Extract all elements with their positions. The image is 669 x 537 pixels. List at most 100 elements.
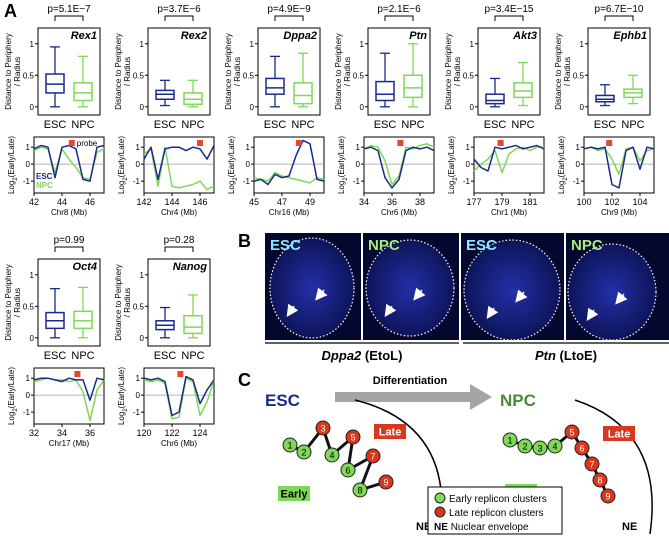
cell-label: NPC [500,391,536,410]
y-axis-label: Log2(Early/Late) [557,136,569,194]
y-axis-label-part: (Early/Late) [557,136,566,178]
y-axis-label-part: (Early/Late) [227,136,236,178]
timing-line [143,146,215,191]
box-frame [587,27,651,116]
cluster-number: 3 [320,424,325,434]
p-bracket [384,15,414,21]
y-tick-label: 0.5 [243,71,255,80]
group-label: NPC [621,119,644,131]
p-bracket [164,15,194,21]
y-tick-label: 1 [356,143,361,152]
gene-name: Rex1 [71,30,97,42]
group-label: NPC [401,119,424,131]
signal-arrow [286,303,299,317]
track-frame [363,136,435,194]
gene-name: Ptn [409,30,427,42]
y-axis-label-part: Log [337,181,346,194]
tile-label: NPC [571,237,603,254]
nucleus [567,243,657,341]
p-bracket [274,15,304,21]
y-tick-label: 0 [30,103,35,112]
replicon-cluster [324,447,340,463]
p-bracket [164,246,194,252]
y-tick-label: 0 [250,103,255,112]
box [375,80,395,102]
track-frame [583,136,655,194]
probe [497,140,504,146]
y-tick-label: -1 [133,177,141,186]
replicon-cluster [282,437,298,453]
group-label: NPC [71,119,94,131]
signal-arrow [515,289,528,303]
p-value: p=4.9E−9 [267,4,311,15]
y-tick-label: 1 [136,143,141,152]
timing-line [143,375,215,417]
ne-label: NE [622,521,637,533]
y-axis-label-part: 2 [343,177,349,181]
group-label: ESC [154,350,177,362]
timing-line [473,144,545,172]
cluster-number: 5 [569,428,574,438]
tag-box [603,426,635,441]
box [485,93,505,105]
replicon-cluster [517,438,533,454]
y-tick-label: 1 [576,143,581,152]
group-label: ESC [264,119,287,131]
y-axis-label-part: (Early/Late) [7,367,16,409]
x-tick-label: 102 [604,197,619,207]
y-axis-label-part: 2 [123,408,129,412]
y-tick-label: -1 [463,177,471,186]
x-axis-label: Chr6 (Mb) [161,439,197,448]
box [73,310,93,330]
y-tick-label: 1 [466,143,471,152]
x-tick-label: 144 [164,197,179,207]
y-axis-label: Log2(Early/Late) [117,136,129,194]
y-axis-label-part: 2 [13,408,19,412]
cluster-number: 9 [383,478,388,488]
y-axis-label: Distance to Periphery [114,33,123,109]
y-tick-label: 1 [136,374,141,383]
gene-name: Ephb1 [613,30,647,42]
x-axis-label: Chr4 (Mb) [161,208,197,217]
signal-arrow [615,291,628,305]
replicon-cluster [340,462,356,478]
y-tick-label: 1 [140,271,145,280]
p-value: p=2.1E−6 [377,4,421,15]
replicon-cluster [584,456,600,472]
group-label: ESC [154,119,177,131]
y-tick-label: 0.5 [573,71,585,80]
replicon-cluster [547,438,563,454]
p-bracket [604,15,634,21]
x-tick-label: 146 [192,197,207,207]
legend-text: Early replicon clusters [449,494,547,505]
signal-arrow [315,287,328,301]
y-tick-label: -1 [133,408,141,417]
signal-arrow [413,287,426,301]
y-axis-label: Distance to Periphery [4,33,13,109]
y-axis-label: / Radius [123,57,132,86]
box-frame [147,27,211,116]
tag-label: Late [379,427,402,439]
caption: Dppa2 (EtoL) [322,348,403,363]
x-tick-label: 45 [249,197,259,207]
y-tick-label: 1 [246,143,251,152]
box-frame [477,27,541,116]
y-axis-label-part: 2 [233,177,239,181]
y-axis-label-part: Log [227,181,236,194]
y-axis-label-part: (Early/Late) [117,136,126,178]
cluster-number: 2 [301,448,306,458]
timing-line [143,377,215,420]
cluster-number: 1 [507,436,512,446]
gene-name: Nanog [173,261,208,273]
x-tick-label: 36 [387,197,397,207]
tile-label: ESC [466,237,497,254]
y-axis-label: Log2(Early/Late) [7,136,19,194]
y-axis-label: Log2(Early/Late) [447,136,459,194]
gene-name: Dppa2 [283,30,317,42]
group-label: ESC [374,119,397,131]
track-frame [473,136,545,194]
cluster-number: 5 [350,433,355,443]
p-bracket [54,246,84,252]
x-axis-label: Chr17 (Mb) [49,439,90,448]
y-tick-label: 0.5 [133,302,145,311]
